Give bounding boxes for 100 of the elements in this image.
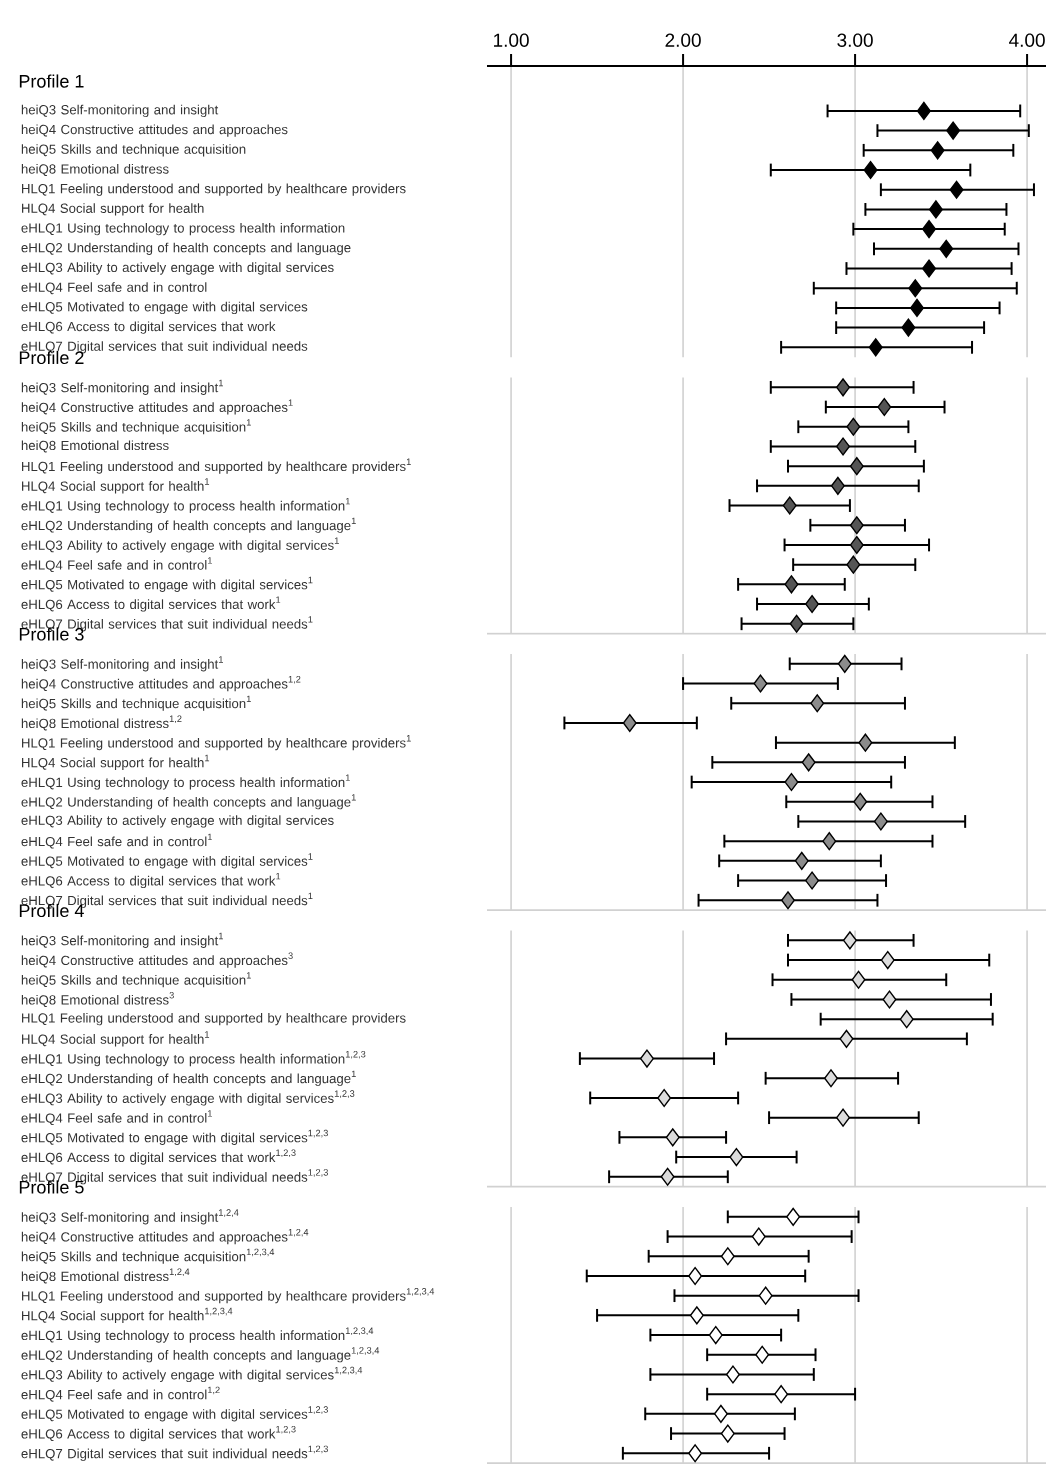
point bbox=[810, 694, 825, 713]
y-tick-label: heiQ8 Emotional distress bbox=[21, 440, 169, 453]
point bbox=[665, 1128, 680, 1147]
point bbox=[837, 654, 852, 673]
y-tick-label: eHLQ6 Access to digital services that work bbox=[21, 321, 276, 334]
point bbox=[794, 851, 809, 870]
y-tick-label: eHLQ2 Understanding of health concepts and language$^{1}$ bbox=[21, 794, 356, 810]
y-tick-label: eHLQ5 Motivated to engage with digital services$^{1}$ bbox=[21, 853, 313, 869]
y-tick-label: eHLQ5 Motivated to engage with digital services$^{1}$ bbox=[21, 576, 313, 592]
y-tick-label: heiQ8 Emotional distress$^{1,2,4}$ bbox=[21, 1268, 190, 1284]
point bbox=[842, 931, 857, 950]
point bbox=[725, 1365, 740, 1384]
point bbox=[782, 496, 797, 515]
point bbox=[781, 891, 795, 910]
y-tick-label: eHLQ6 Access to digital services that work$^{1,2,3}$ bbox=[21, 1149, 296, 1165]
y-tick-label: eHLQ5 Motivated to engage with digital services$^{1,2,3}$ bbox=[21, 1129, 328, 1145]
y-tick-label: heiQ5 Skills and technique acquisition$^{1}$ bbox=[21, 419, 251, 435]
point bbox=[928, 200, 943, 219]
y-tick-label: heiQ3 Self-monitoring and insight$^{1}$ bbox=[21, 932, 224, 948]
point bbox=[873, 812, 888, 831]
point bbox=[853, 792, 868, 811]
point bbox=[863, 160, 878, 180]
y-tick-label: eHLQ1 Using technology to process health information$^{1,2,3}$ bbox=[21, 1050, 366, 1067]
y-tick-label: heiQ5 Skills and technique acquisition$^{1,2,3,4}$ bbox=[21, 1248, 275, 1264]
point bbox=[720, 1424, 735, 1443]
point bbox=[836, 1108, 851, 1127]
y-tick-label: eHLQ3 Ability to actively engage with digital services bbox=[21, 262, 334, 275]
y-tick-label: eHLQ1 Using technology to process health information$^{1,2,3,4}$ bbox=[21, 1327, 374, 1343]
y-tick-label: eHLQ4 Feel safe and in control$^{1}$ bbox=[21, 557, 212, 573]
y-tick-label: eHLQ4 Feel safe and in control bbox=[21, 282, 207, 295]
y-tick-label: eHLQ4 Feel safe and in control$^{1,2}$ bbox=[21, 1386, 220, 1402]
y-tick-label: heiQ3 Self-monitoring and insight$^{1}$ bbox=[21, 379, 224, 395]
point bbox=[689, 1306, 704, 1325]
y-tick-label: eHLQ5 Motivated to engage with digital services bbox=[21, 301, 308, 315]
point bbox=[849, 457, 864, 476]
point bbox=[784, 575, 799, 594]
point bbox=[753, 674, 768, 693]
point bbox=[657, 1088, 672, 1108]
y-tick-label: HLQ1 Feeling understood and supported by healthcare providers$^{1,2,3,4}$ bbox=[22, 1288, 435, 1304]
point bbox=[660, 1167, 675, 1186]
y-tick-label: heiQ4 Constructive attitudes and approaches$^{1,2}$ bbox=[21, 675, 301, 692]
y-tick-label: eHLQ6 Access to digital services that work$^{1}$ bbox=[21, 872, 281, 889]
x-tick-label: 2.00 bbox=[665, 33, 701, 47]
point bbox=[729, 1147, 744, 1167]
y-tick-label: eHLQ4 Feel safe and in control$^{1}$ bbox=[21, 1110, 212, 1126]
point bbox=[805, 594, 820, 614]
point bbox=[708, 1325, 723, 1345]
point bbox=[858, 733, 873, 752]
y-tick-label: heiQ4 Constructive attitudes and approaches bbox=[21, 124, 288, 137]
point bbox=[922, 259, 937, 278]
y-tick-label: HLQ4 Social support for health$^{1}$ bbox=[22, 1031, 210, 1047]
point bbox=[849, 535, 864, 555]
point bbox=[758, 1286, 773, 1305]
y-tick-label: eHLQ3 Ability to actively engage with digital services$^{1}$ bbox=[21, 537, 339, 553]
y-tick-label: eHLQ3 Ability to actively engage with digital services$^{1,2,3,4}$ bbox=[21, 1366, 363, 1383]
point bbox=[751, 1227, 766, 1246]
y-tick-label: eHLQ6 Access to digital services that work$^{1}$ bbox=[21, 596, 281, 612]
y-tick-label: eHLQ7 Digital services that suit individual needs$^{1,2,3}$ bbox=[21, 1445, 328, 1461]
y-tick-label: heiQ4 Constructive attitudes and approaches$^{1}$ bbox=[21, 399, 293, 415]
y-tick-label: heiQ5 Skills and technique acquisition$^{1}$ bbox=[21, 695, 251, 711]
y-tick-label: HLQ4 Social support for health$^{1}$ bbox=[22, 754, 210, 770]
point bbox=[622, 713, 637, 733]
y-tick-label: eHLQ2 Understanding of health concepts and language$^{1,2,3,4}$ bbox=[21, 1347, 380, 1363]
point bbox=[908, 279, 923, 298]
point bbox=[786, 1207, 801, 1226]
point bbox=[801, 753, 816, 772]
point bbox=[851, 970, 866, 989]
y-tick-label: eHLQ6 Access to digital services that work$^{1,2,3}$ bbox=[21, 1425, 296, 1442]
y-tick-label: HLQ1 Feeling understood and supported by healthcare providers$^{1}$ bbox=[22, 735, 411, 751]
point bbox=[836, 437, 851, 456]
y-tick-label: heiQ3 Self-monitoring and insight bbox=[21, 104, 219, 118]
y-tick-label: eHLQ1 Using technology to process health information$^{1}$ bbox=[21, 774, 350, 790]
point bbox=[910, 298, 924, 318]
y-tick-label: heiQ4 Constructive attitudes and approaches$^{1,2,4}$ bbox=[21, 1228, 309, 1245]
point bbox=[839, 1029, 854, 1048]
y-tick-label: heiQ3 Self-monitoring and insight$^{1}$ bbox=[21, 656, 224, 672]
y-tick-label: heiQ3 Self-monitoring and insight$^{1,2,4}$ bbox=[21, 1209, 239, 1225]
y-tick-label: eHLQ2 Understanding of health concepts and language$^{1}$ bbox=[21, 517, 356, 533]
point bbox=[755, 1345, 770, 1364]
point bbox=[930, 141, 945, 160]
y-tick-label: eHLQ3 Ability to actively engage with digital services$^{1,2,3}$ bbox=[21, 1090, 355, 1106]
point bbox=[880, 950, 895, 970]
point bbox=[846, 555, 861, 574]
point bbox=[901, 318, 916, 337]
y-tick-label: HLQ4 Social support for health$^{1}$ bbox=[22, 478, 210, 494]
y-tick-label: eHLQ5 Motivated to engage with digital services$^{1,2,3}$ bbox=[21, 1406, 328, 1422]
point bbox=[939, 239, 954, 258]
x-tick-label: 4.00 bbox=[1009, 33, 1045, 47]
point bbox=[877, 397, 892, 417]
y-tick-label: heiQ8 Emotional distress$^{1,2}$ bbox=[21, 715, 182, 731]
point bbox=[784, 772, 799, 792]
point bbox=[846, 417, 861, 436]
point bbox=[639, 1049, 654, 1068]
point bbox=[849, 516, 864, 535]
point bbox=[713, 1404, 728, 1423]
text: Profile 1 bbox=[19, 74, 84, 88]
y-tick-label: heiQ8 Emotional distress bbox=[21, 163, 169, 177]
y-tick-label: eHLQ1 Using technology to process health information$^{1}$ bbox=[21, 497, 350, 514]
y-tick-label: eHLQ3 Ability to actively engage with digital services bbox=[21, 815, 334, 828]
y-tick-label: HLQ1 Feeling understood and supported by healthcare providers bbox=[22, 183, 406, 196]
